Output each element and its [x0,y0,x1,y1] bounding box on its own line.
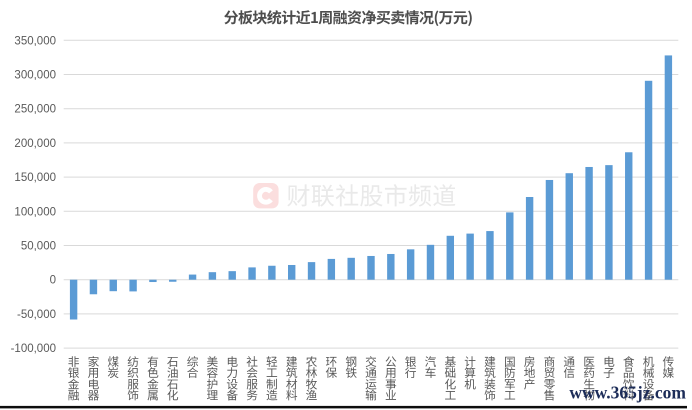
svg-text:基础化工: 基础化工 [444,353,456,404]
svg-text:环保: 环保 [325,353,337,381]
svg-text:轻工制造: 轻工制造 [266,353,278,404]
svg-text:250,000: 250,000 [14,104,56,116]
svg-text:石油石化: 石油石化 [167,353,179,404]
svg-text:公用事业: 公用事业 [385,353,397,404]
svg-text:100,000: 100,000 [14,206,56,218]
svg-text:社会服务: 社会服务 [246,353,258,404]
svg-text:钢铁: 钢铁 [345,353,357,381]
svg-text:传媒: 传媒 [663,353,675,381]
svg-text:纺织服饰: 纺织服饰 [127,353,139,404]
svg-text:商贸零售: 商贸零售 [544,353,556,404]
svg-text:-50,000: -50,000 [17,309,56,321]
svg-text:汽车: 汽车 [425,353,437,381]
svg-text:电力设备: 电力设备 [226,353,238,404]
svg-text:美容护理: 美容护理 [207,353,219,404]
svg-text:房地产: 房地产 [524,353,536,392]
svg-text:非银金融: 非银金融 [68,353,80,404]
svg-text:50,000: 50,000 [21,241,56,253]
svg-text:家用电器: 家用电器 [88,353,100,404]
svg-text:银行: 银行 [405,353,417,381]
svg-text:电子: 电子 [603,353,615,381]
svg-text:建筑装饰: 建筑装饰 [484,353,496,404]
svg-text:计算机: 计算机 [464,353,476,392]
svg-text:建筑材料: 建筑材料 [286,353,298,404]
svg-text:农林牧渔: 农林牧渔 [306,353,318,404]
svg-text:0: 0 [50,275,56,287]
svg-text:国防军工: 国防军工 [504,353,516,404]
svg-text:综合: 综合 [187,353,199,381]
svg-text:分板块统计近1周融资净买卖情况(万元): 分板块统计近1周融资净买卖情况(万元) [224,7,473,28]
svg-text:财联社股市频道: 财联社股市频道 [287,177,457,212]
svg-text:煤炭: 煤炭 [107,353,119,381]
svg-text:有色金属: 有色金属 [147,353,159,404]
svg-text:www.365jz.com: www.365jz.com [569,382,686,402]
svg-text:200,000: 200,000 [14,138,56,150]
svg-text:300,000: 300,000 [14,70,56,82]
svg-text:-100,000: -100,000 [11,343,56,355]
svg-text:通信: 通信 [563,353,575,381]
svg-text:150,000: 150,000 [14,172,56,184]
svg-text:交通运输: 交通运输 [365,353,377,404]
svg-text:食品饮料: 食品饮料 [623,353,635,404]
svg-text:机械设备: 机械设备 [643,353,655,404]
svg-text:医药生物: 医药生物 [583,353,595,404]
svg-text:350,000: 350,000 [14,35,56,47]
